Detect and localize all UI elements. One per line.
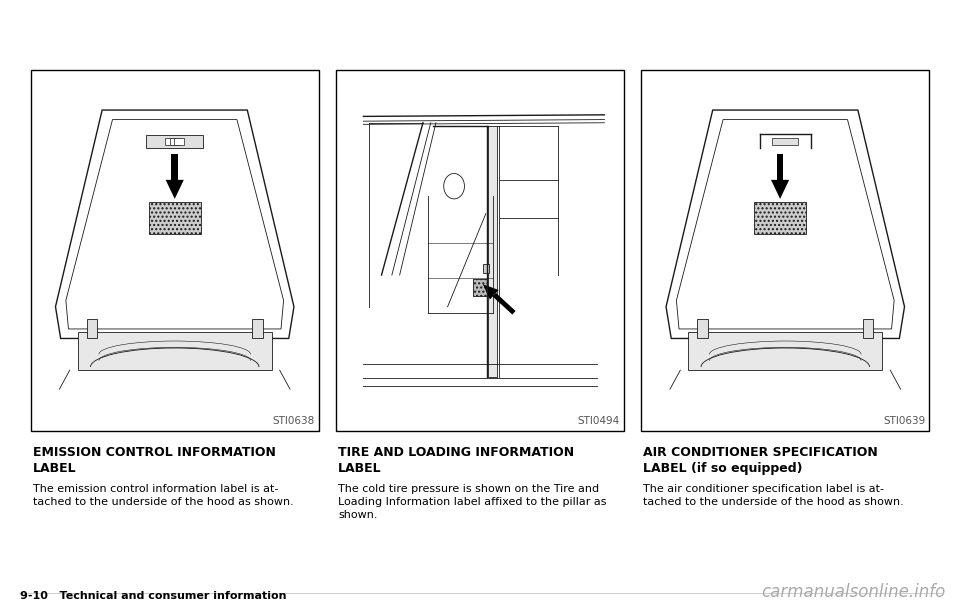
Bar	[165, 138, 176, 145]
Bar	[174, 138, 184, 145]
Polygon shape	[166, 180, 183, 199]
Text: LABEL: LABEL	[33, 462, 77, 475]
Text: tached to the underside of the hood as shown.: tached to the underside of the hood as s…	[33, 497, 294, 507]
Bar	[777, 155, 783, 180]
Bar	[755, 202, 806, 234]
Text: The emission control information label is at-: The emission control information label i…	[33, 484, 278, 494]
Text: LABEL (if so equipped): LABEL (if so equipped)	[643, 462, 803, 475]
Bar	[350, 85, 610, 402]
Bar	[170, 138, 180, 145]
Bar	[146, 136, 204, 148]
Text: Loading Information label affixed to the pillar as: Loading Information label affixed to the…	[338, 497, 607, 507]
Ellipse shape	[444, 174, 465, 199]
Bar	[698, 319, 708, 338]
Text: The air conditioner specification label is at-: The air conditioner specification label …	[643, 484, 884, 494]
Text: carmanualsonline.info: carmanualsonline.info	[760, 583, 945, 601]
Text: STI0638: STI0638	[273, 415, 315, 426]
Text: LABEL: LABEL	[338, 462, 382, 475]
Bar	[863, 319, 873, 338]
Bar	[473, 279, 487, 296]
Bar	[773, 138, 798, 145]
Text: STI0494: STI0494	[578, 415, 620, 426]
Bar	[149, 202, 201, 234]
Text: 9-10   Technical and consumer information: 9-10 Technical and consumer information	[20, 591, 286, 601]
Polygon shape	[56, 110, 294, 338]
Bar	[252, 319, 262, 338]
Polygon shape	[483, 284, 498, 299]
Polygon shape	[771, 180, 789, 199]
Text: tached to the underside of the hood as shown.: tached to the underside of the hood as s…	[643, 497, 904, 507]
Bar	[78, 332, 272, 370]
Text: STI0639: STI0639	[883, 415, 925, 426]
Text: EMISSION CONTROL INFORMATION: EMISSION CONTROL INFORMATION	[33, 446, 276, 459]
Bar	[688, 332, 882, 370]
Bar	[483, 264, 489, 274]
Polygon shape	[666, 110, 904, 338]
Bar	[336, 70, 624, 431]
Bar	[641, 70, 929, 431]
Bar	[87, 319, 97, 338]
Text: shown.: shown.	[338, 510, 377, 520]
Text: The cold tire pressure is shown on the Tire and: The cold tire pressure is shown on the T…	[338, 484, 599, 494]
Bar	[172, 155, 178, 180]
Text: AIR CONDITIONER SPECIFICATION: AIR CONDITIONER SPECIFICATION	[643, 446, 878, 459]
Text: TIRE AND LOADING INFORMATION: TIRE AND LOADING INFORMATION	[338, 446, 574, 459]
Bar	[489, 126, 497, 376]
Bar	[31, 70, 319, 431]
